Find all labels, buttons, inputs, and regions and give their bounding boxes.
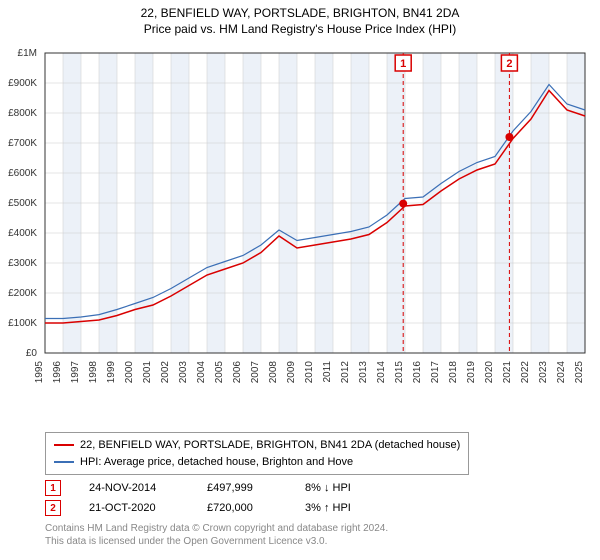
svg-text:£200K: £200K bbox=[8, 288, 37, 299]
svg-text:2025: 2025 bbox=[574, 361, 585, 384]
svg-text:£900K: £900K bbox=[8, 78, 37, 89]
legend-swatch-hpi bbox=[54, 461, 74, 463]
svg-text:2021: 2021 bbox=[502, 361, 513, 384]
svg-text:2007: 2007 bbox=[250, 361, 261, 384]
svg-text:2003: 2003 bbox=[178, 361, 189, 384]
svg-text:2000: 2000 bbox=[124, 361, 135, 384]
svg-text:1997: 1997 bbox=[70, 361, 81, 384]
svg-text:2014: 2014 bbox=[376, 361, 387, 384]
footer-line1: Contains HM Land Registry data © Crown c… bbox=[45, 522, 388, 535]
tx-price-1: £497,999 bbox=[207, 482, 277, 494]
footer: Contains HM Land Registry data © Crown c… bbox=[45, 522, 388, 548]
svg-text:2019: 2019 bbox=[466, 361, 477, 384]
footer-line2: This data is licensed under the Open Gov… bbox=[45, 535, 388, 548]
svg-text:2023: 2023 bbox=[538, 361, 549, 384]
tx-date-1: 24-NOV-2014 bbox=[89, 482, 179, 494]
svg-text:2006: 2006 bbox=[232, 361, 243, 384]
svg-text:2010: 2010 bbox=[304, 361, 315, 384]
svg-text:£0: £0 bbox=[26, 348, 38, 359]
svg-text:2016: 2016 bbox=[412, 361, 423, 384]
chart-plot-area: £0£100K£200K£300K£400K£500K£600K£700K£80… bbox=[45, 48, 590, 398]
svg-text:2018: 2018 bbox=[448, 361, 459, 384]
transaction-table: 1 24-NOV-2014 £497,999 8% ↓ HPI 2 21-OCT… bbox=[45, 478, 351, 518]
root: 22, BENFIELD WAY, PORTSLADE, BRIGHTON, B… bbox=[0, 0, 600, 560]
chart-title-line1: 22, BENFIELD WAY, PORTSLADE, BRIGHTON, B… bbox=[0, 0, 600, 22]
legend-label-property: 22, BENFIELD WAY, PORTSLADE, BRIGHTON, B… bbox=[80, 437, 460, 454]
tx-marker-2: 2 bbox=[45, 500, 61, 516]
legend-swatch-property bbox=[54, 444, 74, 446]
svg-text:£1M: £1M bbox=[18, 48, 37, 59]
svg-text:1999: 1999 bbox=[106, 361, 117, 384]
svg-text:1: 1 bbox=[400, 58, 406, 70]
legend: 22, BENFIELD WAY, PORTSLADE, BRIGHTON, B… bbox=[45, 432, 469, 475]
svg-text:2015: 2015 bbox=[394, 361, 405, 384]
svg-text:2: 2 bbox=[506, 58, 512, 70]
svg-text:£100K: £100K bbox=[8, 318, 37, 329]
transaction-row-1: 1 24-NOV-2014 £497,999 8% ↓ HPI bbox=[45, 478, 351, 498]
tx-marker-1: 1 bbox=[45, 480, 61, 496]
svg-text:£400K: £400K bbox=[8, 228, 37, 239]
tx-delta-1: 8% ↓ HPI bbox=[305, 482, 351, 494]
svg-text:2013: 2013 bbox=[358, 361, 369, 384]
chart-title-line2: Price paid vs. HM Land Registry's House … bbox=[0, 22, 600, 40]
transaction-row-2: 2 21-OCT-2020 £720,000 3% ↑ HPI bbox=[45, 498, 351, 518]
svg-text:2002: 2002 bbox=[160, 361, 171, 384]
svg-text:2009: 2009 bbox=[286, 361, 297, 384]
svg-text:2008: 2008 bbox=[268, 361, 279, 384]
svg-text:2012: 2012 bbox=[340, 361, 351, 384]
svg-text:2005: 2005 bbox=[214, 361, 225, 384]
tx-delta-2: 3% ↑ HPI bbox=[305, 502, 351, 514]
svg-text:£300K: £300K bbox=[8, 258, 37, 269]
legend-label-hpi: HPI: Average price, detached house, Brig… bbox=[80, 454, 353, 471]
legend-item-hpi: HPI: Average price, detached house, Brig… bbox=[54, 454, 460, 471]
svg-text:1996: 1996 bbox=[52, 361, 63, 384]
chart-svg: £0 £100K £200K £300K £400K £500K £600K £700K £80… bbox=[3, 48, 590, 398]
tx-date-2: 21-OCT-2020 bbox=[89, 502, 179, 514]
svg-text:2022: 2022 bbox=[520, 361, 531, 384]
svg-text:£700K: £700K bbox=[8, 138, 37, 149]
svg-text:2017: 2017 bbox=[430, 361, 441, 384]
svg-text:2024: 2024 bbox=[556, 361, 567, 384]
svg-text:2001: 2001 bbox=[142, 361, 153, 384]
tx-price-2: £720,000 bbox=[207, 502, 277, 514]
svg-text:2011: 2011 bbox=[322, 361, 333, 383]
svg-text:£600K: £600K bbox=[8, 168, 37, 179]
svg-text:1995: 1995 bbox=[34, 361, 45, 384]
svg-text:2020: 2020 bbox=[484, 361, 495, 384]
legend-item-property: 22, BENFIELD WAY, PORTSLADE, BRIGHTON, B… bbox=[54, 437, 460, 454]
svg-text:£800K: £800K bbox=[8, 108, 37, 119]
svg-text:2004: 2004 bbox=[196, 361, 207, 384]
svg-text:1998: 1998 bbox=[88, 361, 99, 384]
svg-text:£500K: £500K bbox=[8, 198, 37, 209]
